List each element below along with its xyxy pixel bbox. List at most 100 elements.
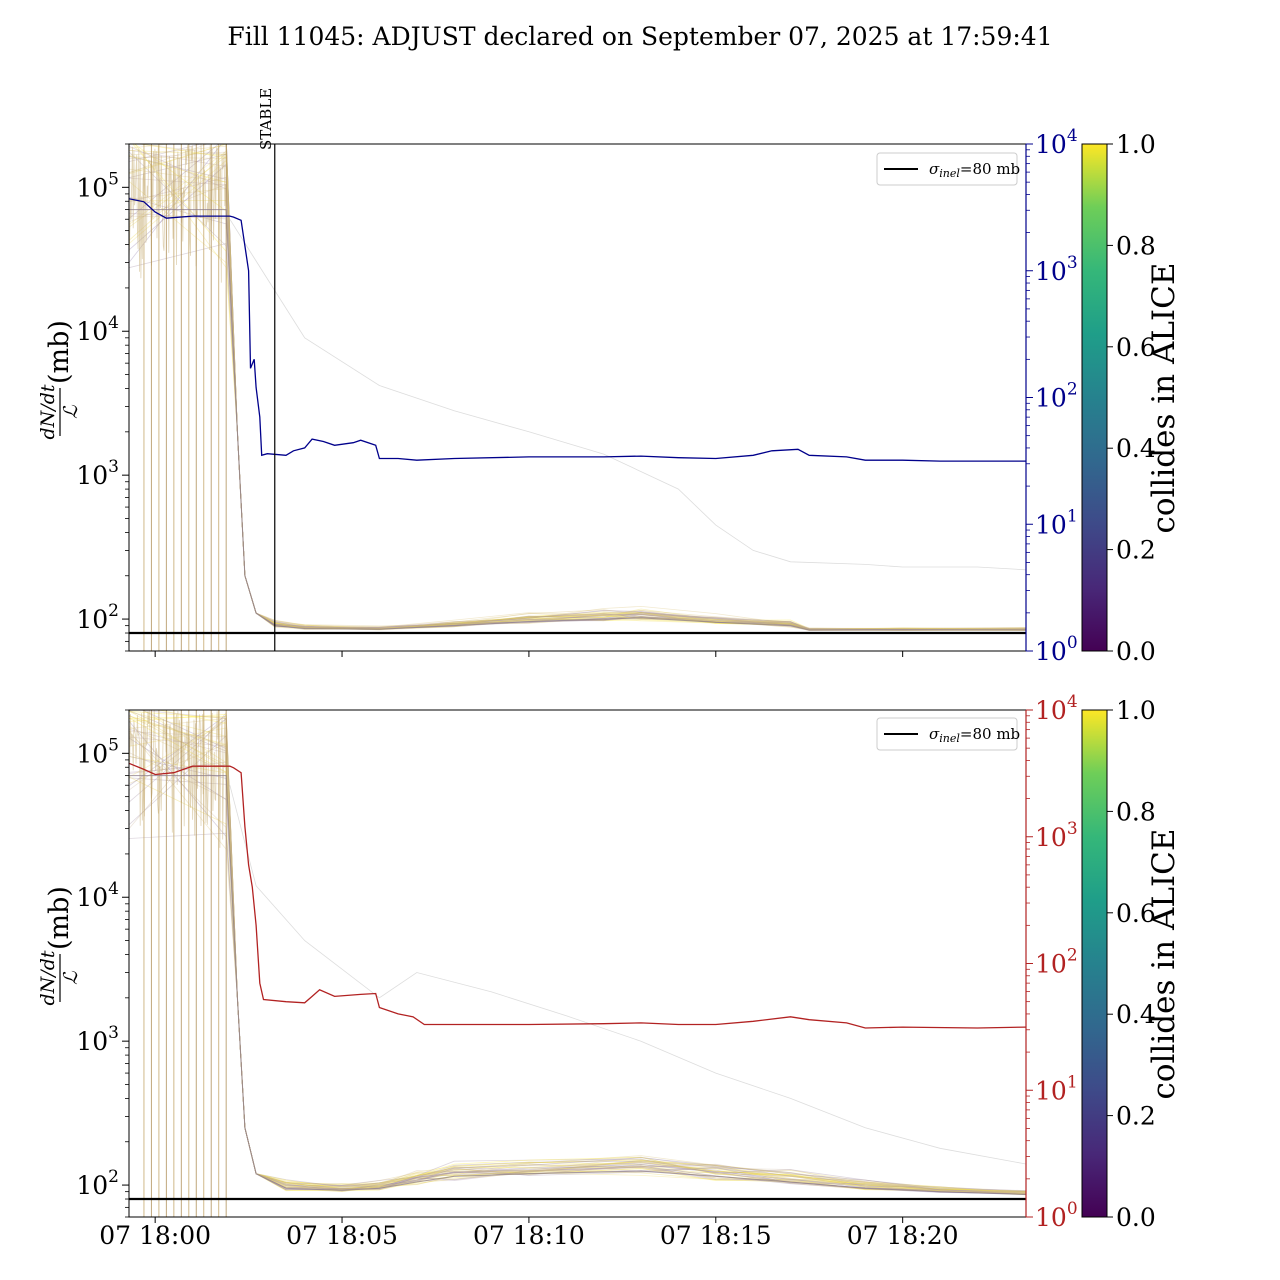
colorbar-tick-label: 0.2	[1116, 536, 1156, 565]
bottom-legend: σinel=80 mb	[876, 717, 1020, 751]
rate-trace	[129, 150, 1026, 631]
rate-trace	[136, 144, 1026, 631]
bottom-x-axis: 07 18:00 07 18:05 07 18:10 07 18:15 07 18:20	[99, 1217, 959, 1250]
rate-trace	[142, 710, 1026, 1193]
rate-trace	[129, 196, 1026, 631]
rate-trace	[129, 159, 1026, 631]
colorbar-tick-label: 0.6	[1116, 899, 1156, 928]
rate-trace	[129, 714, 1026, 1195]
top-legend: σinel=80 mb	[876, 152, 1020, 186]
rate-trace	[129, 715, 1026, 1193]
bottom-left-axis: 102 103 104 105	[76, 709, 129, 1218]
colorbar-tick-label: 0.0	[1116, 1203, 1156, 1232]
rate-trace	[129, 717, 1026, 1195]
right-tick-label: 104	[1035, 692, 1078, 725]
rate-trace	[129, 715, 1026, 1192]
bottom-right-axis-series	[129, 762, 1026, 1029]
rate-trace	[129, 727, 1026, 1195]
rate-trace	[129, 717, 1026, 1194]
rate-trace	[129, 717, 1026, 1193]
rate-trace	[129, 144, 1026, 631]
colorbar-gradient	[1081, 143, 1108, 652]
rate-trace	[141, 710, 1026, 1195]
rate-trace	[129, 728, 1026, 1195]
rate-trace	[129, 183, 1026, 631]
bottom-plot-frame	[128, 709, 1027, 1218]
left-tick-label: 104	[76, 879, 119, 912]
left-tick-label: 103	[76, 457, 119, 490]
legend-label: σinel=80 mb	[929, 160, 1020, 180]
bottom-y-axis-label: dN/dt ℒ (mb)	[37, 886, 82, 1005]
x-tick-label: 07 18:10	[473, 1221, 585, 1250]
rate-trace	[132, 144, 1026, 630]
rate-trace	[129, 713, 1026, 1192]
rate-trace	[129, 144, 1026, 631]
right-tick-label: 103	[1035, 819, 1078, 852]
right-axis-series-line	[129, 762, 1026, 1029]
rate-trace	[129, 710, 1026, 1196]
rate-trace	[129, 720, 1026, 1195]
rate-trace	[129, 764, 1026, 1195]
rate-trace	[133, 144, 1026, 631]
right-tick-label: 102	[1035, 380, 1078, 413]
rate-trace	[129, 144, 1026, 631]
rate-trace	[129, 144, 1026, 631]
legend-frame	[876, 152, 1018, 186]
rate-trace	[129, 151, 1026, 630]
left-tick-label: 104	[76, 313, 119, 346]
rate-trace	[225, 144, 1026, 630]
rate-trace	[129, 144, 1026, 631]
colorbar-tick-label: 1.0	[1116, 696, 1156, 725]
rate-trace	[129, 717, 1026, 1195]
rate-trace	[129, 717, 1026, 1192]
rate-trace	[129, 150, 1026, 631]
rate-trace	[156, 710, 1026, 1195]
stable-annotation: STABLE	[257, 88, 275, 150]
ylabel-denominator: ℒ	[60, 404, 82, 419]
rate-trace	[129, 212, 1026, 630]
rate-trace	[129, 731, 1026, 1192]
colorbar-label: collides in ALICE	[1146, 828, 1182, 1099]
ylabel-denominator: ℒ	[60, 970, 82, 985]
top-x-axis	[154, 651, 904, 657]
left-tick-label: 105	[76, 735, 119, 768]
rate-trace	[129, 168, 1026, 630]
ylabel-numerator: dN/dt	[37, 950, 59, 1005]
right-tick-label: 100	[1035, 1199, 1078, 1232]
rate-trace	[129, 736, 1026, 1195]
left-tick-label: 103	[76, 1023, 119, 1056]
rate-trace	[129, 776, 1026, 1195]
rate-trace	[129, 155, 1026, 631]
top-colorbar: 0.0 0.2 0.4 0.6 0.8 1.0 collides in ALICE	[1081, 130, 1182, 666]
right-tick-label: 103	[1035, 253, 1078, 286]
rate-trace	[134, 710, 1026, 1194]
rate-trace	[129, 144, 227, 283]
rate-trace	[129, 156, 1026, 630]
rate-trace	[129, 151, 1026, 631]
rate-trace	[129, 756, 1026, 1195]
rate-trace	[129, 144, 1026, 630]
ylabel-numerator: dN/dt	[37, 384, 59, 439]
rate-trace	[129, 149, 1026, 630]
rate-trace	[129, 242, 1026, 631]
rate-trace	[129, 752, 1026, 1192]
colorbar-tick-label: 0.8	[1116, 231, 1156, 260]
legend-label: σinel=80 mb	[929, 725, 1020, 745]
colorbar-tick-label: 0.4	[1116, 434, 1156, 463]
colorbar-ticks: 0.0 0.2 0.4 0.6 0.8 1.0	[1107, 696, 1156, 1232]
top-right-axis-series	[129, 198, 1026, 462]
rate-trace	[134, 144, 1026, 632]
rate-trace	[225, 144, 1026, 631]
rate-trace	[129, 710, 1026, 1195]
rate-trace	[129, 720, 1026, 1191]
rate-trace	[129, 710, 1026, 1192]
rate-trace-outlier	[229, 785, 1026, 1165]
bottom-right-axis: 100 101 102 103 104	[1025, 692, 1078, 1232]
x-tick-label: 07 18:20	[847, 1221, 959, 1250]
rate-trace	[129, 144, 1026, 631]
right-tick-label: 101	[1035, 506, 1078, 539]
colorbar-tick-label: 1.0	[1116, 130, 1156, 159]
colorbar-label: collides in ALICE	[1146, 262, 1182, 533]
